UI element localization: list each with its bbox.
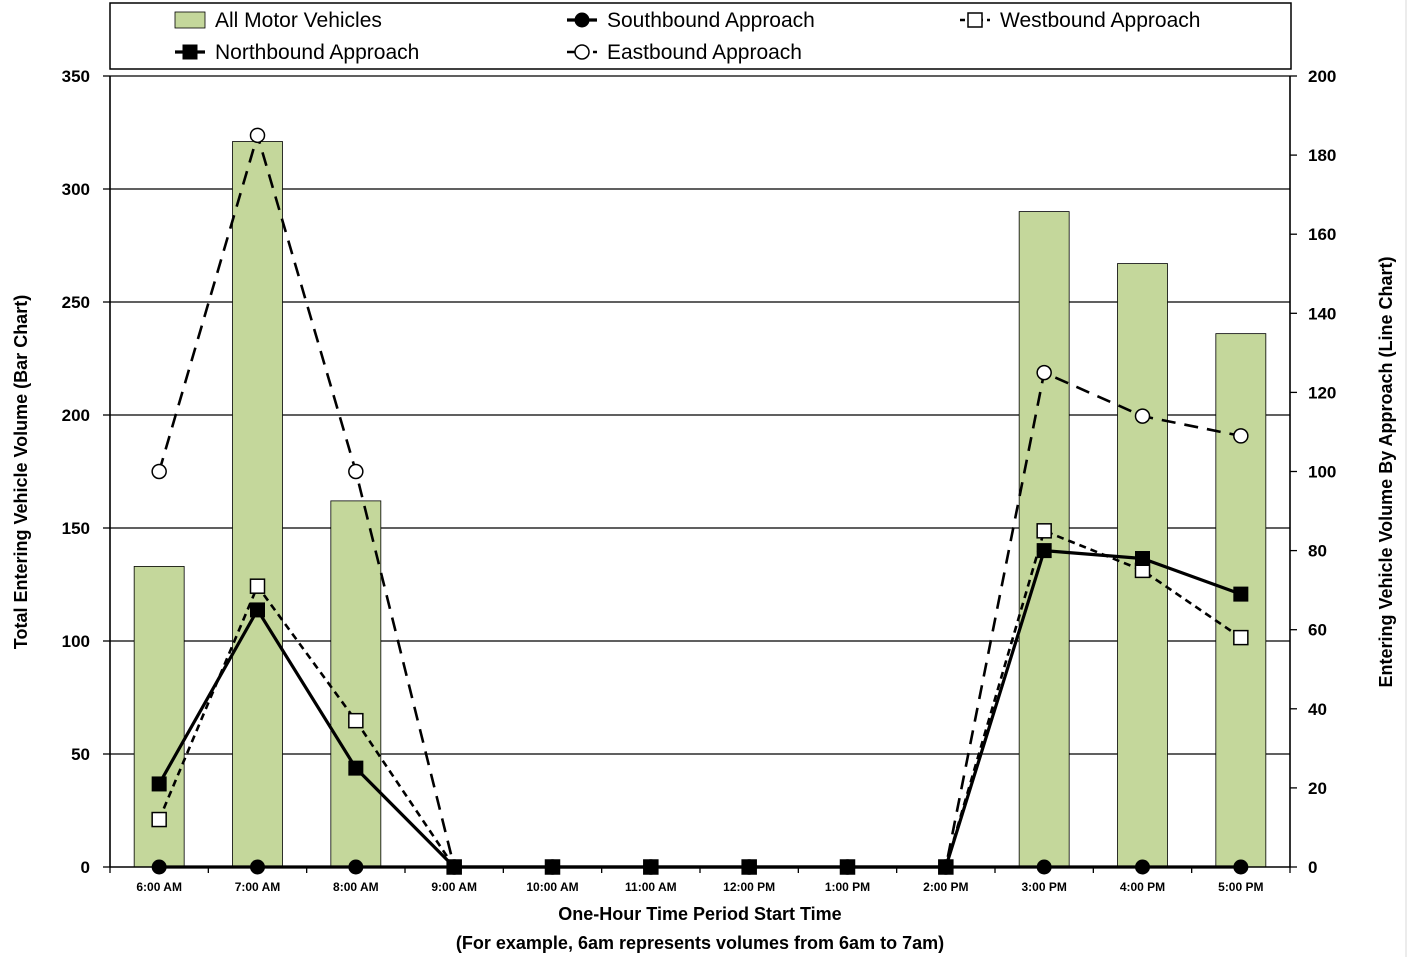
marker-northbound-approach: [348, 761, 363, 776]
x-axis-title: One-Hour Time Period Start Time: [558, 904, 841, 924]
marker-southbound-approach: [348, 860, 363, 875]
marker-northbound-approach: [250, 602, 265, 617]
legend-marker: [968, 13, 982, 27]
y-right-tick-label: 40: [1308, 700, 1327, 719]
marker-eastbound-approach: [1037, 366, 1051, 380]
marker-westbound-approach: [1037, 524, 1051, 538]
marker-westbound-approach: [251, 579, 265, 593]
y-left-tick-label: 0: [81, 858, 90, 877]
marker-eastbound-approach: [1234, 429, 1248, 443]
y-right-axis-title: Entering Vehicle Volume By Approach (Lin…: [1376, 256, 1396, 687]
y-right-tick-label: 0: [1308, 858, 1317, 877]
x-tick-label: 5:00 PM: [1218, 880, 1263, 894]
x-tick-label: 7:00 AM: [235, 880, 281, 894]
marker-southbound-approach: [840, 860, 855, 875]
marker-northbound-approach: [152, 776, 167, 791]
marker-eastbound-approach: [349, 465, 363, 479]
marker-eastbound-approach: [152, 465, 166, 479]
bar-8-00-am: [331, 501, 381, 867]
marker-southbound-approach: [1233, 860, 1248, 875]
marker-southbound-approach: [1135, 860, 1150, 875]
y-right-tick-label: 80: [1308, 542, 1327, 561]
y-left-tick-label: 150: [62, 519, 90, 538]
x-axis-subtitle: (For example, 6am represents volumes fro…: [456, 933, 944, 953]
marker-westbound-approach: [1234, 631, 1248, 645]
marker-northbound-approach: [1233, 587, 1248, 602]
y-left-axis-title: Total Entering Vehicle Volume (Bar Chart…: [11, 295, 31, 649]
x-tick-label: 2:00 PM: [923, 880, 968, 894]
legend: All Motor Vehicles Northbound Approach Sou…: [110, 3, 1291, 69]
x-tick-label: 12:00 PM: [723, 880, 775, 894]
y-right-tick-label: 120: [1308, 383, 1336, 402]
x-tick-label: 3:00 PM: [1021, 880, 1066, 894]
marker-southbound-approach: [250, 860, 265, 875]
y-right-tick-label: 180: [1308, 146, 1336, 165]
legend-label: Southbound Approach: [607, 9, 815, 32]
x-tick-label: 4:00 PM: [1120, 880, 1165, 894]
x-tick-label: 10:00 AM: [526, 880, 578, 894]
x-tick-label: 6:00 AM: [136, 880, 182, 894]
legend-label: Westbound Approach: [1000, 9, 1200, 32]
marker-southbound-approach: [152, 860, 167, 875]
marker-southbound-approach: [447, 860, 462, 875]
legend-marker: [575, 13, 590, 28]
y-left-tick-label: 250: [62, 293, 90, 312]
marker-southbound-approach: [938, 860, 953, 875]
y-right-tick-label: 140: [1308, 304, 1336, 323]
y-left-tick-label: 50: [71, 745, 90, 764]
y-right-tick-label: 200: [1308, 67, 1336, 86]
x-tick-label: 9:00 AM: [431, 880, 477, 894]
marker-westbound-approach: [152, 813, 166, 827]
y-right-tick-label: 160: [1308, 225, 1336, 244]
y-right-tick-label: 60: [1308, 621, 1327, 640]
legend-label: Northbound Approach: [215, 41, 419, 64]
bar-3-00-pm: [1019, 212, 1069, 867]
legend-label: Eastbound Approach: [607, 41, 802, 64]
y-right-tick-label: 20: [1308, 779, 1327, 798]
x-tick-label: 1:00 PM: [825, 880, 870, 894]
marker-northbound-approach: [1135, 551, 1150, 566]
marker-southbound-approach: [643, 860, 658, 875]
y-left-tick-label: 350: [62, 67, 90, 86]
marker-eastbound-approach: [1136, 409, 1150, 423]
marker-westbound-approach: [349, 714, 363, 728]
legend-marker: [183, 45, 198, 60]
y-left-tick-label: 200: [62, 406, 90, 425]
legend-swatch: [175, 12, 205, 28]
bar-7-00-am: [233, 142, 283, 867]
y-right-tick-label: 100: [1308, 463, 1336, 482]
marker-eastbound-approach: [251, 128, 265, 142]
marker-northbound-approach: [1037, 543, 1052, 558]
y-left-tick-label: 100: [62, 632, 90, 651]
y-left-tick-label: 300: [62, 180, 90, 199]
x-tick-label: 8:00 AM: [333, 880, 379, 894]
legend-label: All Motor Vehicles: [215, 9, 382, 32]
x-tick-label: 11:00 AM: [625, 880, 677, 894]
marker-southbound-approach: [742, 860, 757, 875]
marker-southbound-approach: [1037, 860, 1052, 875]
legend-marker: [575, 45, 589, 59]
marker-southbound-approach: [545, 860, 560, 875]
